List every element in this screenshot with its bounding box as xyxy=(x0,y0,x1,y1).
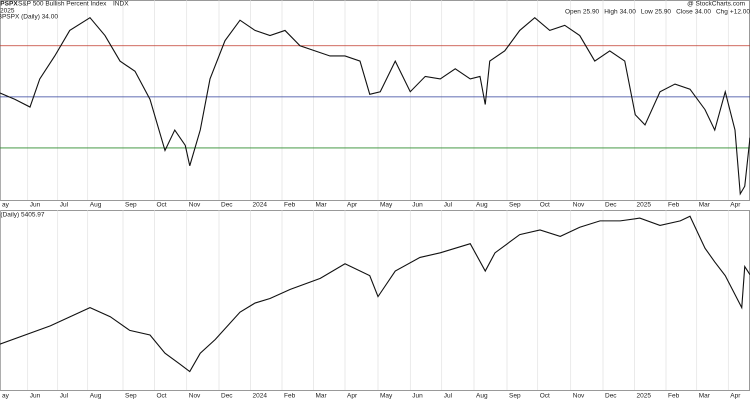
stat-value: 25.90 xyxy=(583,9,600,16)
x-tick-label: Feb xyxy=(284,202,296,209)
stat-value: 34.00 xyxy=(695,9,712,16)
x-tick-label: Jul xyxy=(60,393,69,400)
x-tick-label: ay xyxy=(2,393,10,400)
x-tick-label: Sep xyxy=(509,393,521,400)
x-tick-label: Dec xyxy=(221,393,233,400)
x-tick-label: Mar xyxy=(699,202,711,209)
x-tick-label: Mar xyxy=(316,393,328,400)
x-tick-label: May xyxy=(380,202,393,209)
x-tick-label: Oct xyxy=(157,393,167,400)
x-tick-label: ay xyxy=(2,202,10,209)
legend-label: $BPSPX (Daily) 34.00 xyxy=(0,14,58,21)
chart-title: $BPSPX xyxy=(0,1,18,8)
x-tick-label: Feb xyxy=(668,202,680,209)
x-tick-label: Jun xyxy=(412,202,423,209)
x-tick-label: Nov xyxy=(189,393,201,400)
x-tick-label: 2025 xyxy=(637,393,652,400)
x-tick-label: Mar xyxy=(699,393,711,400)
x-tick-label: Apr xyxy=(730,202,741,209)
x-tick-label: Oct xyxy=(157,202,167,209)
x-tick-label: Apr xyxy=(347,202,358,209)
x-tick-label: Sep xyxy=(125,393,137,400)
x-tick-label: Aug xyxy=(476,202,488,209)
watermark: @ StockCharts.com xyxy=(687,1,745,8)
x-tick-label: Aug xyxy=(90,393,102,400)
stat-value: +12.00 (+54.55%) xyxy=(730,9,750,16)
x-tick-label: Nov xyxy=(573,393,585,400)
stat-label: Open xyxy=(565,9,581,16)
x-tick-label: Nov xyxy=(189,202,201,209)
stat-label: Chg xyxy=(716,9,728,16)
date-label: 2025 xyxy=(0,8,15,15)
x-tick-label: Nov xyxy=(573,202,585,209)
x-tick-label: 2025 xyxy=(637,202,652,209)
stat-value: 25.90 xyxy=(655,9,672,16)
x-tick-label: Jun xyxy=(412,393,423,400)
x-tick-label: Feb xyxy=(284,393,296,400)
stat-label: High xyxy=(604,9,618,16)
x-tick-label: 2024 xyxy=(253,393,268,400)
x-tick-label: Dec xyxy=(605,202,617,209)
stat-value: 34.00 xyxy=(620,9,637,16)
x-tick-label: Dec xyxy=(221,202,233,209)
x-tick-label: Oct xyxy=(540,393,550,400)
x-tick-label: Dec xyxy=(605,393,617,400)
x-tick-label: Oct xyxy=(540,202,550,209)
x-tick-label: Apr xyxy=(347,393,358,400)
x-tick-label: Apr xyxy=(730,393,741,400)
chart-subtitle: S&P 500 Bullish Percent Index xyxy=(18,1,107,8)
x-tick-label: Aug xyxy=(476,393,488,400)
series-line xyxy=(0,16,750,196)
x-tick-label: Jun xyxy=(30,202,41,209)
x-tick-label: Sep xyxy=(125,202,137,209)
x-tick-label: 2024 xyxy=(253,202,268,209)
x-tick-label: Sep xyxy=(509,202,521,209)
x-tick-label: May xyxy=(380,393,393,400)
series-line xyxy=(0,215,750,373)
x-tick-label: Jul xyxy=(60,202,69,209)
exchange-label: INDX xyxy=(113,1,129,8)
stat-label: Low xyxy=(641,9,653,16)
x-tick-label: Mar xyxy=(316,202,328,209)
x-tick-label: Jul xyxy=(444,393,453,400)
x-tick-label: Jul xyxy=(444,202,453,209)
x-tick-label: Jun xyxy=(30,393,41,400)
x-tick-label: Aug xyxy=(90,202,102,209)
stat-label: Close xyxy=(676,9,693,16)
legend-label: $SPX (Daily) 5405.97 xyxy=(0,212,45,219)
x-tick-label: Feb xyxy=(668,393,680,400)
